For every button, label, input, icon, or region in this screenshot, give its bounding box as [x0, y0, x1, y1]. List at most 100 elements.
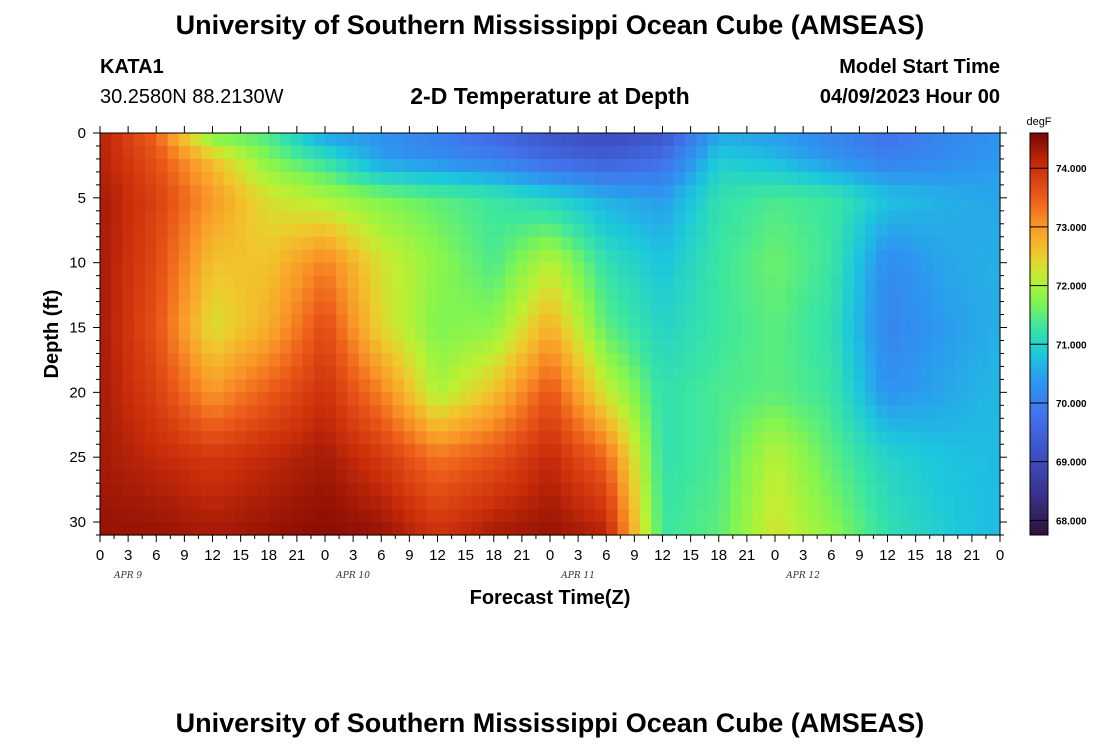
heatmap-cell — [111, 262, 124, 277]
heatmap-cell — [178, 197, 191, 212]
heatmap-cell — [718, 353, 731, 368]
heatmap-cell — [775, 444, 787, 458]
heatmap-cell — [988, 223, 1001, 238]
heatmap-cell — [572, 483, 585, 497]
heatmap-cell — [370, 405, 382, 419]
heatmap-cell — [527, 353, 540, 368]
heatmap-cell — [763, 145, 776, 160]
heatmap-cell — [910, 236, 922, 251]
heatmap-cell — [448, 496, 461, 510]
heatmap-cell — [527, 184, 540, 199]
heatmap-cell — [662, 145, 675, 160]
heatmap-cell — [336, 444, 349, 458]
heatmap-cell — [111, 288, 124, 303]
heatmap-cell — [122, 444, 135, 458]
heatmap-cell — [100, 301, 112, 316]
heatmap-cell — [448, 210, 461, 225]
heatmap-cell — [606, 509, 619, 523]
heatmap-cell — [853, 444, 866, 458]
heatmap-cell — [786, 249, 799, 264]
heatmap-cell — [145, 392, 157, 406]
heatmap-cell — [943, 236, 956, 251]
heatmap-cell — [538, 405, 551, 419]
heatmap-cell — [235, 483, 247, 497]
heatmap-cell — [943, 314, 956, 329]
heatmap-cell — [763, 223, 776, 238]
heatmap-cell — [167, 301, 180, 316]
heatmap-cell — [876, 431, 889, 445]
heatmap-cell — [302, 431, 315, 445]
heatmap-cell — [955, 262, 967, 277]
heatmap-cell — [156, 158, 169, 173]
heatmap-cell — [966, 133, 979, 147]
heatmap-cell — [651, 158, 664, 173]
heatmap-cell — [887, 327, 900, 342]
heatmap-cell — [190, 327, 202, 342]
heatmap-cell — [640, 431, 652, 445]
heatmap-cell — [617, 496, 630, 510]
heatmap-cell — [718, 444, 731, 458]
heatmap-cell — [370, 133, 382, 147]
heatmap-cell — [268, 223, 281, 238]
heatmap-cell — [392, 145, 405, 160]
heatmap-cell — [640, 288, 652, 303]
heatmap-cell — [100, 236, 112, 251]
heatmap-cell — [448, 223, 461, 238]
heatmap-cell — [955, 509, 967, 523]
heatmap-cell — [977, 171, 990, 186]
heatmap-cell — [280, 158, 292, 173]
heatmap-cell — [437, 133, 450, 147]
heatmap-cell — [831, 184, 844, 199]
heatmap-cell — [167, 444, 180, 458]
y-tick-label: 25 — [69, 449, 86, 466]
heatmap-cell — [381, 236, 394, 251]
heatmap-cell — [628, 301, 641, 316]
heatmap-cell — [358, 431, 371, 445]
heatmap-cell — [988, 496, 1001, 510]
heatmap-cell — [201, 366, 214, 380]
heatmap-cell — [122, 522, 135, 536]
heatmap-cell — [347, 262, 360, 277]
heatmap-cell — [583, 522, 596, 536]
heatmap-cell — [797, 210, 810, 225]
heatmap-cell — [403, 509, 416, 523]
heatmap-cell — [775, 262, 787, 277]
heatmap-cell — [831, 418, 844, 432]
heatmap-cell — [943, 223, 956, 238]
heatmap-cell — [336, 353, 349, 368]
heatmap-cell — [190, 379, 202, 393]
heatmap-cell — [966, 145, 979, 160]
heatmap-cell — [482, 457, 495, 471]
heatmap-cell — [842, 522, 855, 536]
heatmap-cell — [133, 405, 146, 419]
heatmap-cell — [448, 522, 461, 536]
heatmap-cell — [786, 158, 799, 173]
heatmap-cell — [156, 496, 169, 510]
heatmap-cell — [831, 210, 844, 225]
heatmap-cell — [921, 392, 934, 406]
heatmap-cell — [730, 275, 742, 290]
heatmap-cell — [808, 262, 821, 277]
heatmap-cell — [550, 145, 562, 160]
heatmap-cell — [268, 444, 281, 458]
heatmap-cell — [403, 197, 416, 212]
heatmap-cell — [988, 301, 1001, 316]
heatmap-cell — [122, 470, 135, 484]
heatmap-cell — [415, 184, 427, 199]
heatmap-cell — [550, 327, 562, 342]
heatmap-cell — [763, 262, 776, 277]
heatmap-cell — [673, 314, 686, 329]
heatmap-cell — [775, 133, 787, 147]
heatmap-cell — [898, 444, 911, 458]
heatmap-cell — [628, 275, 641, 290]
heatmap-cell — [572, 133, 585, 147]
heatmap-cell — [786, 522, 799, 536]
heatmap-cell — [651, 392, 664, 406]
heatmap-cell — [212, 314, 225, 329]
heatmap-cell — [775, 158, 787, 173]
heatmap-cell — [741, 197, 754, 212]
date-label: APR 9 — [113, 571, 142, 581]
heatmap-cell — [212, 444, 225, 458]
heatmap-cell — [336, 392, 349, 406]
heatmap-cell — [268, 405, 281, 419]
